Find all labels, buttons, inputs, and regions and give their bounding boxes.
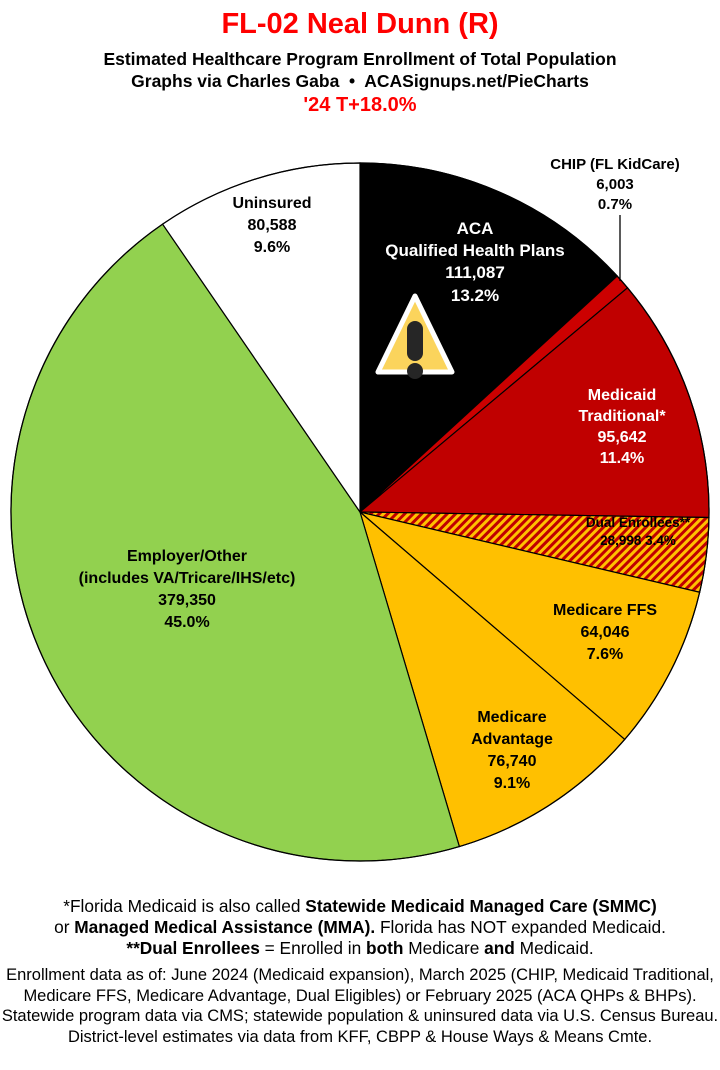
svg-text:CHIP (FL KidCare): CHIP (FL KidCare) <box>550 156 679 173</box>
svg-text:(includes VA/Tricare/IHS/etc): (includes VA/Tricare/IHS/etc) <box>79 570 296 587</box>
svg-text:Medicare FFS: Medicare FFS <box>553 602 657 619</box>
svg-text:111,087: 111,087 <box>445 263 505 282</box>
svg-text:Qualified Health Plans: Qualified Health Plans <box>385 241 565 260</box>
svg-text:0.7%: 0.7% <box>598 196 632 213</box>
svg-text:9.6%: 9.6% <box>254 239 290 256</box>
svg-text:Dual Enrollees**: Dual Enrollees** <box>586 515 691 530</box>
svg-text:76,740: 76,740 <box>488 753 537 770</box>
svg-text:6,003: 6,003 <box>596 176 634 193</box>
svg-text:Employer/Other: Employer/Other <box>127 548 247 565</box>
svg-text:13.2%: 13.2% <box>451 286 499 305</box>
svg-text:379,350: 379,350 <box>158 592 216 609</box>
svg-text:28,998 3.4%: 28,998 3.4% <box>600 533 676 548</box>
svg-text:95,642: 95,642 <box>598 429 647 446</box>
svg-text:Medicare: Medicare <box>477 709 546 726</box>
svg-text:Advantage: Advantage <box>471 731 553 748</box>
svg-text:Uninsured: Uninsured <box>232 195 311 212</box>
svg-text:Traditional*: Traditional* <box>578 408 666 425</box>
svg-text:11.4%: 11.4% <box>600 450 644 467</box>
svg-text:64,046: 64,046 <box>581 624 630 641</box>
svg-text:45.0%: 45.0% <box>164 614 209 631</box>
svg-text:80,588: 80,588 <box>248 217 297 234</box>
svg-text:7.6%: 7.6% <box>587 646 623 663</box>
svg-text:ACA: ACA <box>457 219 494 238</box>
svg-text:9.1%: 9.1% <box>494 775 530 792</box>
svg-text:Medicaid: Medicaid <box>588 387 656 404</box>
